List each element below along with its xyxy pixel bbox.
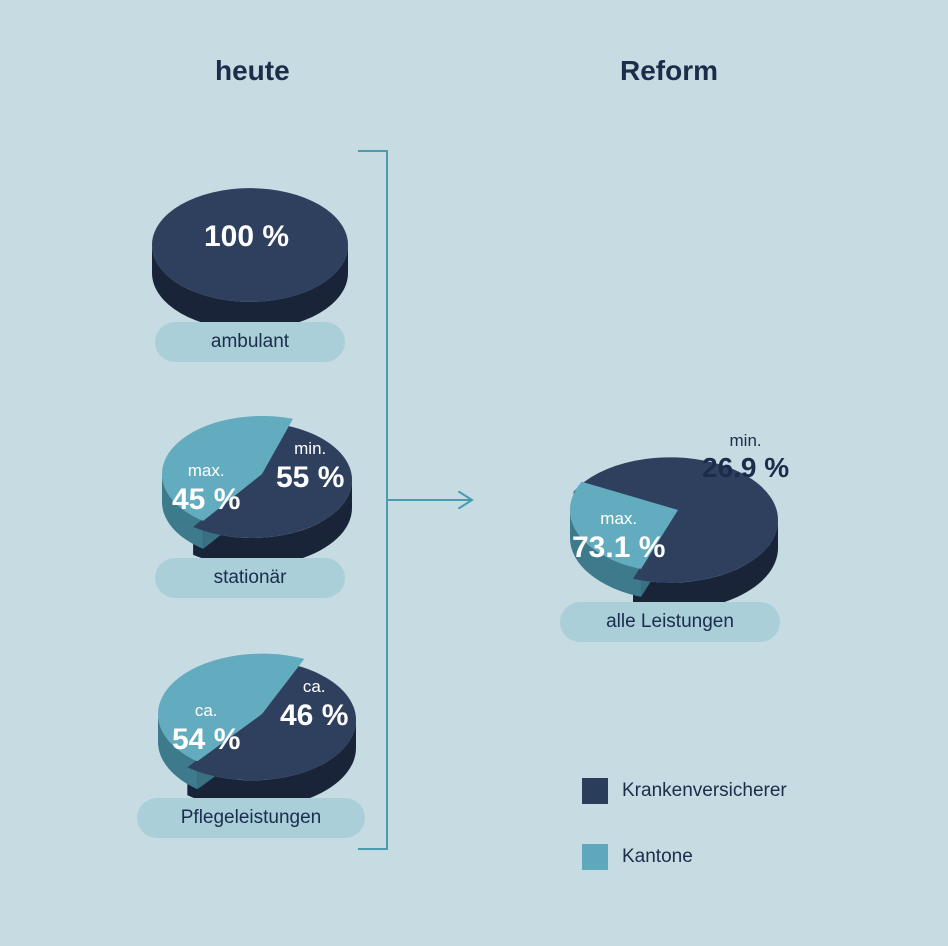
pie-pflege [88, 566, 416, 894]
pct-label: max.45 % [172, 462, 240, 516]
legend-row: Krankenversicherer [582, 778, 787, 804]
pct-label: min.26.9 % [702, 432, 789, 483]
pct-label: ca.46 % [280, 678, 348, 732]
pill-pflege: Pflegeleistungen [137, 798, 365, 838]
title-right: Reform [620, 55, 718, 87]
legend-swatch [582, 778, 608, 804]
legend-swatch [582, 844, 608, 870]
pill-reform: alle Leistungen [560, 602, 780, 642]
pie-reform [502, 362, 838, 698]
title-left: heute [215, 55, 290, 87]
pct-label: ca.54 % [172, 702, 240, 756]
pct-label: 100 % [204, 220, 289, 253]
arrow-head-icon [458, 491, 476, 509]
legend-row: Kantone [582, 844, 787, 870]
pct-label: max.73.1 % [572, 510, 665, 564]
legend: Krankenversicherer Kantone [582, 778, 787, 870]
pct-label: min.55 % [276, 440, 344, 494]
legend-label: Krankenversicherer [622, 780, 787, 802]
legend-label: Kantone [622, 846, 693, 868]
